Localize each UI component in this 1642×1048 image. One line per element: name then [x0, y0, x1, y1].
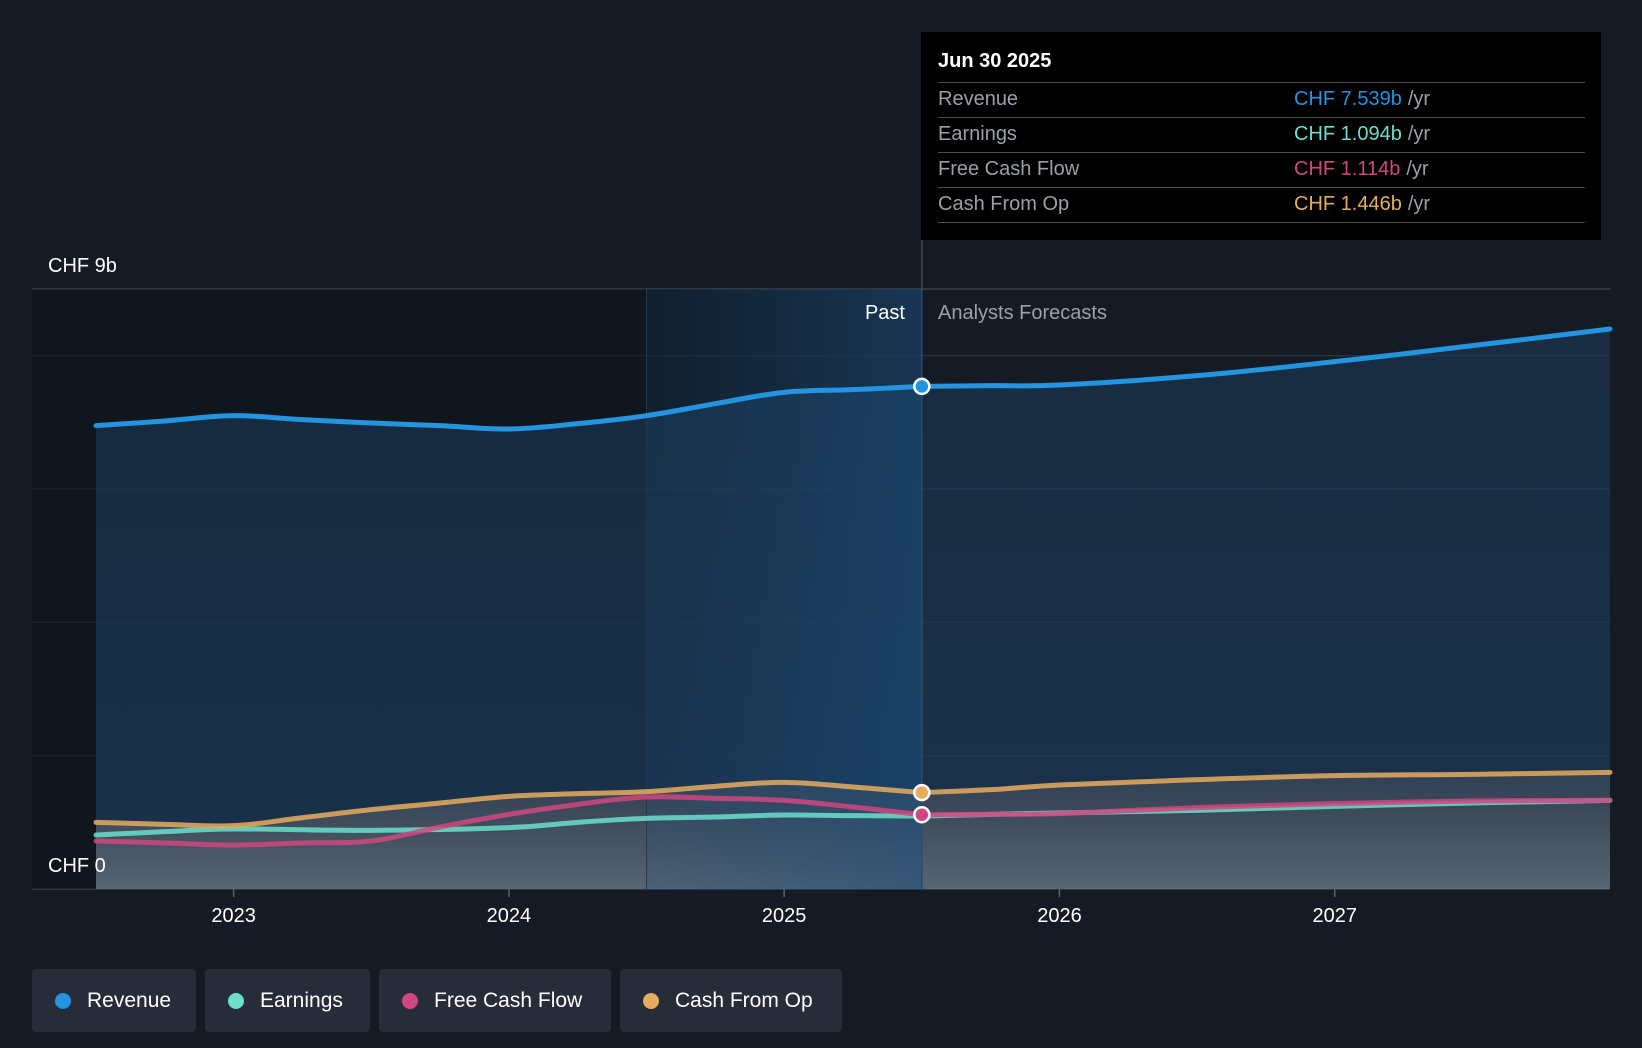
series-line-revenue-past: [93, 383, 925, 432]
legend-item-free-cash-flow[interactable]: Free Cash Flow: [379, 969, 611, 1032]
past-label: Past: [865, 302, 905, 324]
legend-dot-icon: [643, 992, 659, 1009]
x-tick-label: 2024: [487, 905, 532, 927]
legend-label: Earnings: [260, 988, 343, 1012]
legend: Revenue Earnings Free Cash Flow Cash Fro…: [32, 969, 842, 1032]
x-axis-ticks: 2023 2024 2025 2026 2027: [211, 889, 1357, 927]
tooltip-value: CHF 1.094b: [1294, 123, 1402, 145]
legend-dot-icon: [402, 992, 418, 1009]
tooltip-row-revenue: Revenue CHF 7.539b /yr: [938, 83, 1585, 118]
y-axis-bottom-label: CHF 0: [48, 855, 106, 877]
tooltip-row-earnings: Earnings CHF 1.094b /yr: [938, 118, 1585, 153]
series-line-earnings-past: [93, 812, 925, 838]
tooltip-label: Free Cash Flow: [938, 158, 1080, 180]
series-line-revenue-forecast: [919, 326, 1613, 389]
tooltip-row-free-cash-flow: Free Cash Flow CHF 1.114b /yr: [938, 153, 1585, 188]
forecast-label: Analysts Forecasts: [938, 302, 1107, 324]
legend-label: Free Cash Flow: [434, 988, 583, 1012]
tooltip-unit: /yr: [1406, 158, 1429, 180]
tooltip: Jun 30 2025 Revenue CHF 7.539b /yr Earni…: [921, 32, 1601, 240]
legend-item-cash-from-op[interactable]: Cash From Op: [620, 969, 842, 1032]
tooltip-label: Revenue: [938, 88, 1019, 110]
legend-item-earnings[interactable]: Earnings: [205, 969, 370, 1032]
series-line-cash-from-op-forecast: [919, 769, 1613, 796]
legend-label: Revenue: [87, 988, 172, 1012]
tooltip-unit: /yr: [1407, 123, 1431, 145]
tooltip-label: Cash From Op: [938, 193, 1070, 215]
y-axis-top-label: CHF 9b: [48, 255, 117, 277]
tooltip-date: Jun 30 2025: [938, 46, 1585, 83]
legend-dot-icon: [55, 992, 71, 1009]
legend-dot-icon: [228, 992, 244, 1009]
x-tick-label: 2023: [211, 905, 256, 927]
tooltip-value: CHF 1.114b: [1294, 158, 1401, 180]
series-markers: [913, 377, 931, 824]
series-lines: [93, 326, 1613, 848]
tooltip-row-cash-from-op: Cash From Op CHF 1.446b /yr: [938, 188, 1585, 223]
tooltip-label: Earnings: [938, 123, 1017, 145]
legend-item-revenue[interactable]: Revenue: [32, 969, 196, 1032]
series-line-free-cash-flow-forecast: [919, 797, 1613, 818]
tooltip-value: CHF 1.446b: [1294, 193, 1402, 215]
series-line-cash-from-op-past: [93, 779, 925, 829]
tooltip-unit: /yr: [1407, 193, 1431, 215]
marker-free-cash-flow: [913, 805, 931, 824]
x-tick-label: 2026: [1037, 905, 1082, 927]
tooltip-value: CHF 7.539b: [1294, 88, 1402, 110]
x-tick-label: 2025: [762, 905, 807, 927]
marker-revenue: [913, 377, 931, 396]
tooltip-unit: /yr: [1407, 88, 1431, 110]
x-tick-label: 2027: [1312, 905, 1357, 927]
series-line-free-cash-flow-past: [93, 794, 925, 848]
chart-svg: 2023 2024 2025 2026 2027 CHF 9b CHF 0 Past A…: [32, 240, 1613, 927]
legend-label: Cash From Op: [675, 988, 813, 1012]
marker-cash-from-op: [913, 783, 931, 802]
